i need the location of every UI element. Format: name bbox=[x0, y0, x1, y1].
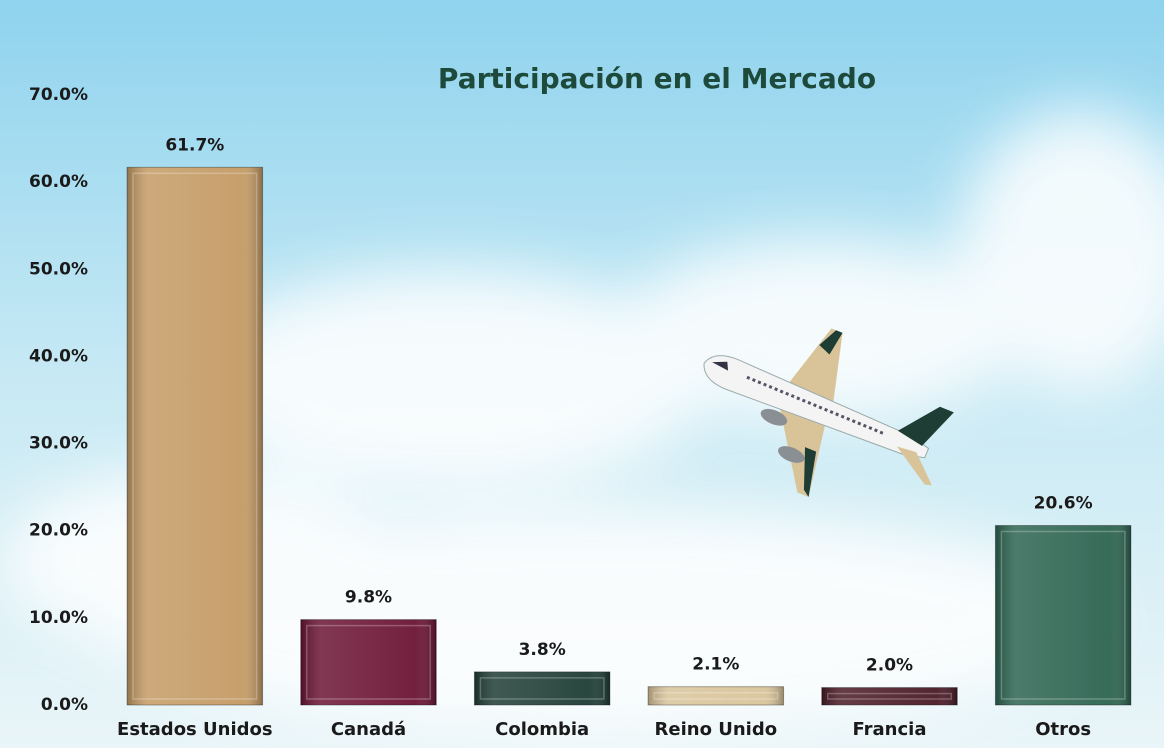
value-label: 20.6% bbox=[1034, 493, 1093, 513]
x-tick-label: Francia bbox=[853, 719, 927, 740]
y-tick-label: 50.0% bbox=[29, 259, 88, 279]
x-tick-label: Estados Unidos bbox=[117, 719, 273, 740]
chart-title: Participación en el Mercado bbox=[438, 62, 876, 95]
bar-shine bbox=[821, 687, 958, 705]
y-tick-label: 40.0% bbox=[29, 346, 88, 366]
airplane bbox=[703, 328, 954, 498]
bar-shine bbox=[474, 671, 610, 705]
value-label: 61.7% bbox=[165, 135, 224, 155]
x-tick-label: Colombia bbox=[495, 719, 589, 740]
x-tick-label: Canadá bbox=[331, 719, 406, 740]
bar-bevel bbox=[653, 691, 779, 700]
bar-shine bbox=[995, 525, 1131, 705]
value-label: 2.1% bbox=[692, 655, 739, 675]
x-tick-label: Otros bbox=[1035, 719, 1091, 740]
y-tick-label: 30.0% bbox=[29, 434, 88, 454]
y-tick-label: 70.0% bbox=[29, 85, 88, 105]
bar-shine bbox=[127, 167, 263, 706]
value-label: 2.0% bbox=[866, 656, 913, 676]
value-label: 9.8% bbox=[345, 588, 392, 608]
bar-bevel bbox=[827, 692, 952, 700]
bar-bevel bbox=[479, 677, 605, 700]
bar-bevel bbox=[1000, 530, 1126, 700]
x-tick-label: Reino Unido bbox=[655, 719, 778, 740]
bar-shine bbox=[300, 619, 437, 705]
bar-bevel bbox=[306, 624, 431, 700]
bar-bevel bbox=[132, 172, 258, 700]
y-tick-label: 0.0% bbox=[41, 695, 88, 715]
bar-shine bbox=[648, 686, 784, 705]
y-tick-label: 60.0% bbox=[29, 172, 88, 192]
y-tick-label: 10.0% bbox=[29, 608, 88, 628]
value-label: 3.8% bbox=[519, 640, 566, 660]
y-tick-label: 20.0% bbox=[29, 521, 88, 541]
